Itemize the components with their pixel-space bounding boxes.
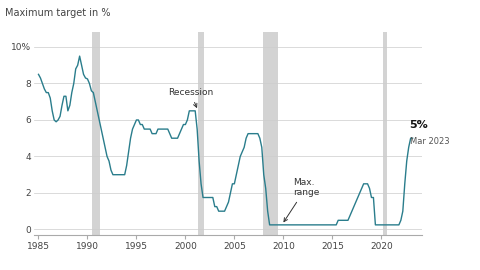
Bar — [383, 32, 387, 235]
Text: Maximum target in %: Maximum target in % — [5, 8, 110, 18]
Text: Max.
range: Max. range — [284, 178, 320, 222]
Bar — [198, 32, 204, 235]
Bar — [263, 32, 278, 235]
Text: Mar 2023: Mar 2023 — [409, 137, 449, 146]
Text: Recession: Recession — [168, 88, 213, 107]
Text: 5%: 5% — [409, 120, 429, 130]
Bar — [92, 32, 100, 235]
